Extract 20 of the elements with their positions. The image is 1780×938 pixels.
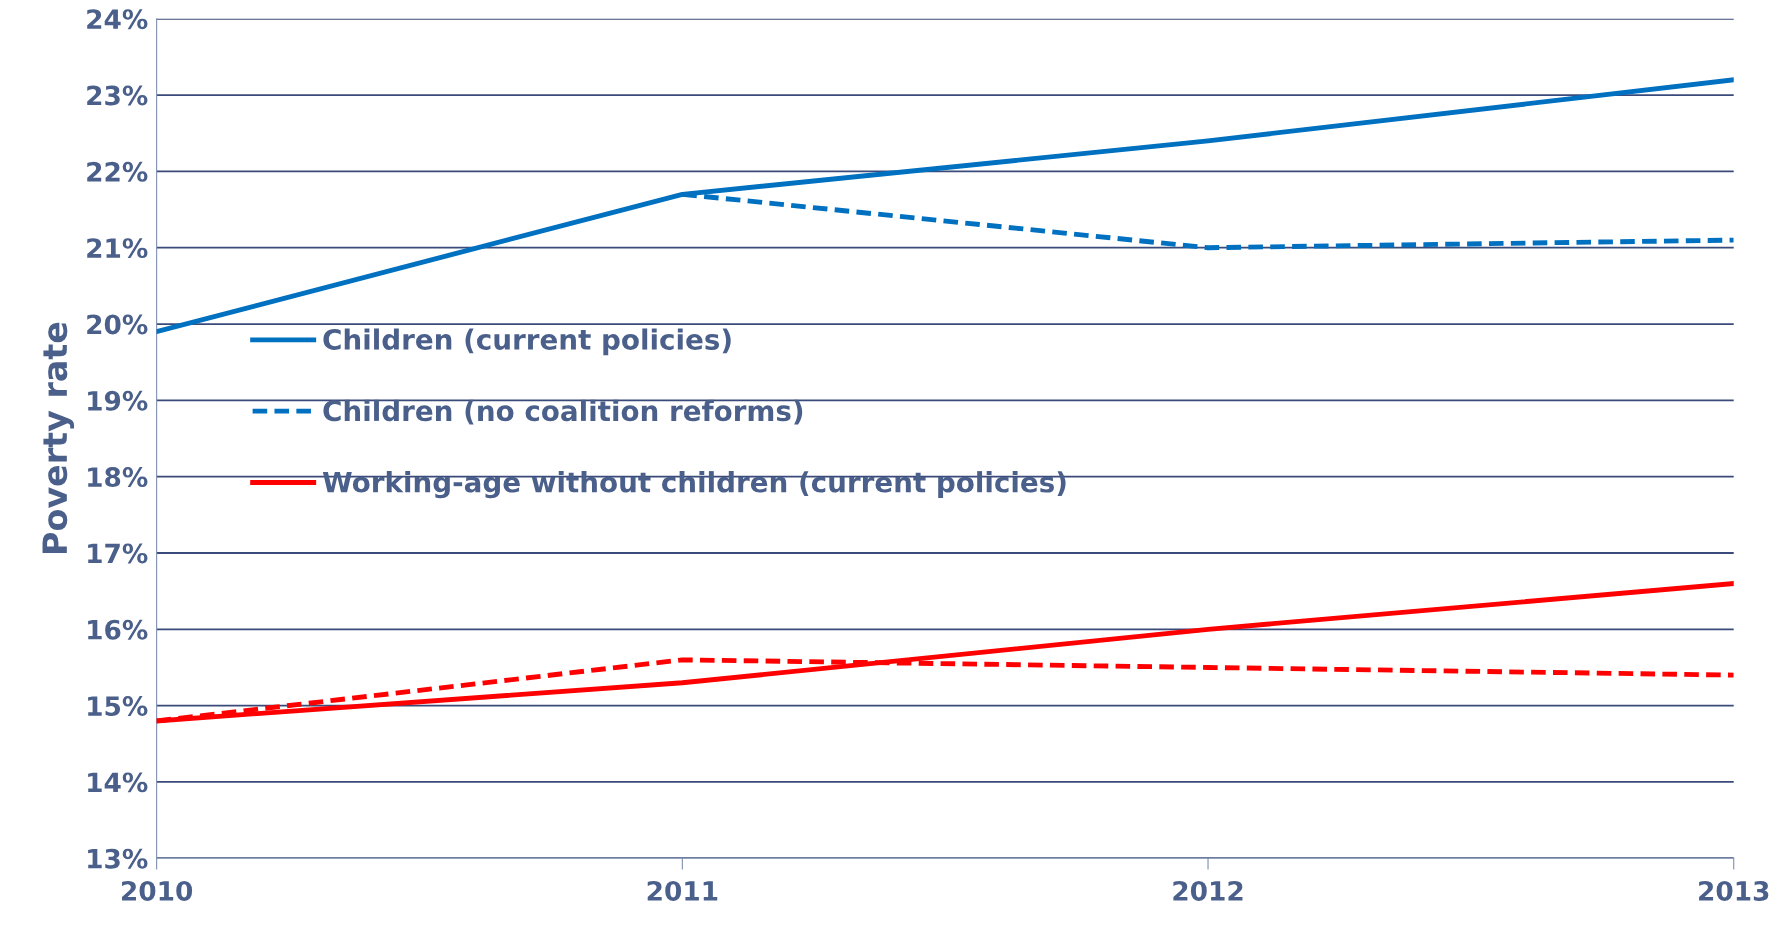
y-tick-label: 18% [88, 467, 148, 488]
y-tick-label: 20% [87, 314, 148, 335]
y-tick-label: 16% [88, 619, 148, 640]
legend-label: Children (current policies) [323, 328, 731, 356]
y-tick-label: 14% [88, 772, 148, 793]
legend-label: Working-age without children (current policies) [322, 471, 1066, 499]
y-tick-label: 21% [87, 238, 148, 259]
y-tick-label: 17% [88, 543, 148, 564]
x-tick-label: 2010 [122, 880, 193, 901]
x-tick-label: 2013 [1699, 880, 1769, 901]
x-tick-label: 2011 [647, 880, 718, 901]
y-tick-label: 13% [88, 848, 148, 869]
y-axis-title: Poverty rate [42, 322, 75, 553]
y-tick-label: 24% [87, 9, 148, 30]
legend-label: Children (no coalition reforms) [323, 399, 803, 425]
y-tick-label: 22% [87, 161, 148, 182]
y-tick-label: 19% [88, 390, 148, 411]
x-tick-label: 2012 [1173, 880, 1243, 901]
y-tick-label: 15% [88, 696, 148, 717]
y-tick-label: 23% [87, 85, 148, 106]
